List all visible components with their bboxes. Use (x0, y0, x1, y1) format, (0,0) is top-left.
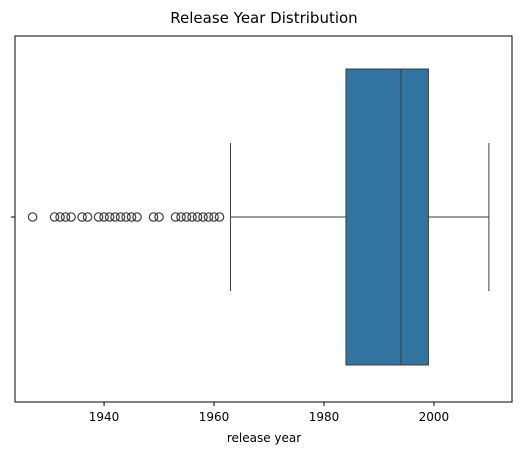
outlier-point (209, 212, 219, 222)
outlier-point (203, 212, 214, 222)
outlier-point (121, 212, 131, 222)
outlier-point (82, 212, 93, 222)
outlier-point (176, 212, 186, 222)
outlier-point (154, 212, 164, 222)
outlier-point (192, 212, 203, 222)
outlier-point (60, 212, 71, 222)
outlier-point (110, 212, 120, 222)
outlier-point (170, 212, 181, 222)
iqr-box (345, 68, 429, 366)
outlier-point (99, 212, 109, 222)
x-axis: 1940 1960 1980 2000 (89, 402, 449, 424)
outlier-point (77, 212, 87, 222)
plot-area (27, 68, 490, 366)
outlier-point (55, 212, 65, 222)
outlier-point (126, 212, 137, 222)
outlier-point (214, 212, 225, 222)
outlier-point (93, 212, 104, 222)
plot-frame (14, 35, 513, 403)
outlier-point (27, 212, 38, 222)
chart-title: Release Year Distribution (170, 9, 357, 27)
x-tick-label: 1980 (309, 410, 340, 424)
x-tick-label: 1960 (199, 410, 230, 424)
x-tick-label: 2000 (419, 410, 450, 424)
outlier-point (49, 212, 60, 222)
outlier-point (115, 212, 126, 222)
outlier-point (181, 212, 192, 222)
outlier-point (66, 212, 76, 222)
outlier-point (198, 212, 208, 222)
x-tick-label: 1940 (89, 410, 120, 424)
outlier-point (104, 212, 115, 222)
outlier-point (148, 212, 159, 222)
x-axis-label: release year (227, 431, 301, 445)
outlier-point (187, 212, 197, 222)
outlier-point (132, 212, 142, 222)
